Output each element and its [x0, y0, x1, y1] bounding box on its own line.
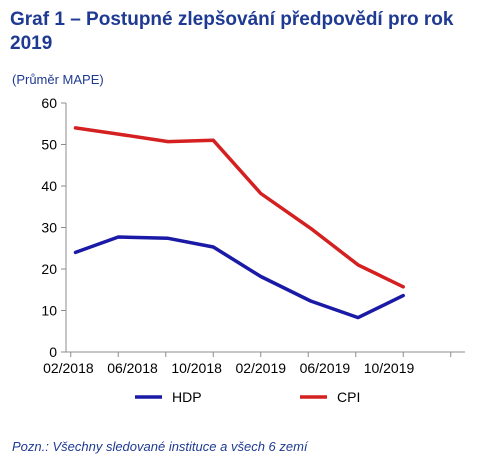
unit-label: (Průměr MAPE) — [12, 72, 104, 87]
legend-label-hdp: HDP — [172, 389, 202, 405]
series-line-hdp — [73, 235, 405, 320]
x-tick-label: 06/2018 — [107, 360, 158, 376]
chart-title-line-2: 2019 — [10, 33, 52, 54]
y-tick-label: 40 — [41, 178, 57, 194]
y-tick-label: 30 — [41, 220, 57, 236]
chart-note: Pozn.: Všechny sledované instituce a vše… — [12, 439, 309, 454]
y-tick-label: 50 — [41, 137, 57, 153]
x-tick-label: 02/2019 — [235, 360, 286, 376]
x-tick-label: 06/2019 — [300, 360, 351, 376]
x-tick-label: 02/2018 — [43, 360, 94, 376]
y-axis: 0 10 20 30 40 50 60 — [41, 95, 67, 360]
y-tick-label: 20 — [41, 261, 57, 277]
legend: HDP CPI — [135, 389, 360, 405]
y-tick-label: 0 — [49, 344, 57, 360]
x-tick-label: 10/2018 — [171, 360, 222, 376]
y-tick-label: 10 — [41, 303, 57, 319]
legend-label-cpi: CPI — [337, 389, 360, 405]
series-line-cpi — [73, 126, 405, 289]
x-axis: 02/2018 06/2018 10/2018 02/2019 06/2019 10/20… — [43, 351, 465, 376]
y-tick-label: 60 — [41, 95, 57, 111]
series-lines — [73, 126, 405, 320]
x-tick-label: 10/2019 — [364, 360, 415, 376]
chart-title-line-1: Graf 1 – Postupné zlepšování předpovědí … — [10, 9, 454, 30]
